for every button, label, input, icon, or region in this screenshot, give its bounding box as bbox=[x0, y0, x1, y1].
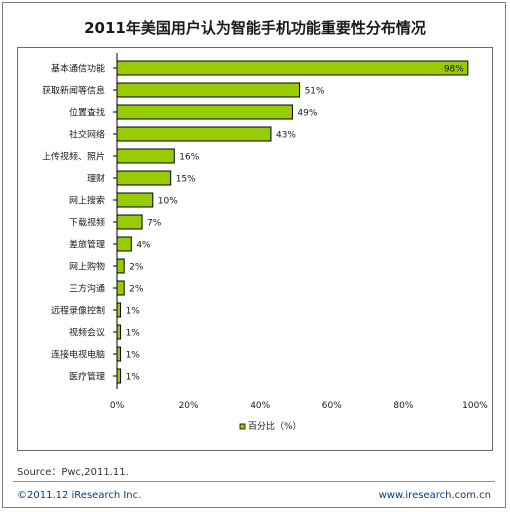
category-label: 理财 bbox=[87, 173, 105, 185]
category-label: 视频会议 bbox=[69, 327, 105, 339]
category-label: 远程录像控制 bbox=[51, 305, 105, 317]
bar bbox=[116, 258, 125, 274]
x-tick-label: 80% bbox=[393, 401, 413, 411]
legend-label: 百分比（%） bbox=[248, 420, 302, 432]
footer-divider bbox=[13, 481, 495, 482]
x-tick-label: 0% bbox=[110, 401, 125, 411]
category-label: 上传视频、照片 bbox=[42, 151, 105, 163]
bar bbox=[116, 214, 143, 230]
category-label: 网上购物 bbox=[69, 261, 105, 273]
website-link[interactable]: www.iresearch.com.cn bbox=[378, 490, 491, 501]
category-label: 基本通信功能 bbox=[51, 63, 105, 75]
category-label: 连接电视电脑 bbox=[51, 349, 105, 361]
bar bbox=[116, 60, 469, 76]
category-label: 网上搜索 bbox=[69, 195, 105, 207]
bar bbox=[116, 236, 132, 252]
bar bbox=[116, 192, 154, 208]
bar bbox=[116, 302, 122, 318]
bar bbox=[116, 148, 175, 164]
bar bbox=[116, 280, 125, 296]
chart-frame: 2011年美国用户认为智能手机功能重要性分布情况 基本通信功能 98% 获取新闻等信… bbox=[2, 2, 506, 508]
x-tick-label: 100% bbox=[462, 401, 488, 411]
bar bbox=[116, 324, 122, 340]
bar bbox=[116, 368, 122, 384]
x-tick-label: 40% bbox=[250, 401, 270, 411]
data-label: 43% bbox=[276, 131, 296, 141]
bar bbox=[116, 346, 122, 362]
category-label: 差旅管理 bbox=[69, 239, 105, 251]
category-label: 下载视频 bbox=[69, 217, 105, 229]
data-label: 98% bbox=[444, 65, 464, 75]
category-label: 获取新闻等信息 bbox=[42, 85, 105, 97]
data-label: 51% bbox=[305, 87, 325, 97]
plot-area: 基本通信功能 98% 获取新闻等信息 51% 位置查找 49% 社交网络 43% 上传视频、照片… bbox=[17, 47, 493, 451]
bar bbox=[116, 82, 301, 98]
data-label: 10% bbox=[158, 197, 178, 207]
chart-title: 2011年美国用户认为智能手机功能重要性分布情况 bbox=[84, 19, 426, 37]
x-tick-label: 60% bbox=[322, 401, 342, 411]
copyright-text: ©2011.12 iResearch Inc. bbox=[17, 490, 142, 501]
data-label: 2% bbox=[129, 263, 144, 273]
category-label: 三方沟通 bbox=[69, 283, 105, 295]
data-label: 16% bbox=[179, 153, 199, 163]
data-label: 1% bbox=[126, 329, 141, 339]
data-label: 1% bbox=[126, 373, 141, 383]
data-label: 4% bbox=[136, 241, 151, 251]
data-label: 1% bbox=[126, 351, 141, 361]
data-label: 2% bbox=[129, 285, 144, 295]
data-label: 49% bbox=[297, 109, 317, 119]
bar bbox=[116, 170, 172, 186]
category-label: 社交网络 bbox=[69, 129, 105, 141]
source-note: Source：Pwc,2011.11. bbox=[17, 467, 129, 478]
bar bbox=[116, 104, 293, 120]
category-label: 医疗管理 bbox=[69, 371, 105, 383]
bar bbox=[116, 126, 272, 142]
category-label: 位置查找 bbox=[69, 107, 105, 119]
x-tick-label: 20% bbox=[179, 401, 199, 411]
bar-chart: 基本通信功能 98% 获取新闻等信息 51% 位置查找 49% 社交网络 43% 上传视频、照片… bbox=[42, 53, 488, 432]
data-label: 1% bbox=[126, 307, 141, 317]
data-label: 15% bbox=[176, 175, 196, 185]
legend-swatch bbox=[239, 423, 246, 430]
data-label: 7% bbox=[147, 219, 162, 229]
